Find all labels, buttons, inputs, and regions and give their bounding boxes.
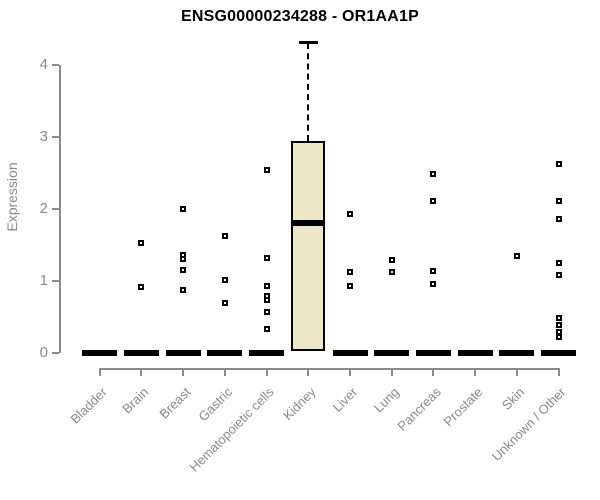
x-axis-category-label: Bladder: [67, 384, 110, 427]
data-point: [263, 167, 270, 174]
y-axis-tick-label: 0: [39, 344, 48, 361]
x-axis-tick: [515, 368, 518, 376]
data-point: [263, 326, 270, 333]
chart-title: ENSG00000234288 - OR1AA1P: [180, 8, 420, 25]
x-axis-tick: [98, 368, 101, 376]
data-point: [263, 283, 270, 290]
y-axis-tick-label: 4: [39, 56, 48, 73]
data-point: [555, 216, 562, 223]
data-point: [180, 256, 187, 263]
y-axis-tick: [52, 208, 59, 210]
y-axis-tick-label: 2: [39, 200, 48, 217]
collapsed-box-bar: [332, 350, 368, 356]
collapsed-box-bar: [82, 350, 118, 356]
data-point: [263, 296, 270, 303]
y-axis-tick-label: 1: [39, 272, 48, 289]
collapsed-box-bar: [457, 350, 493, 356]
median-line: [291, 219, 326, 226]
x-axis-tick: [265, 368, 268, 376]
collapsed-box-bar: [541, 350, 577, 356]
collapsed-box-bar: [123, 350, 159, 356]
y-axis-tick: [52, 64, 59, 66]
x-axis-category-label: Skin: [498, 384, 527, 413]
data-point: [138, 239, 145, 246]
data-point: [430, 170, 437, 177]
collapsed-box-bar: [415, 350, 451, 356]
box-body: [291, 140, 326, 351]
x-axis-tick: [557, 368, 560, 376]
whisker-line: [307, 43, 310, 141]
y-axis-tick: [52, 352, 59, 354]
collapsed-box-bar: [207, 350, 243, 356]
x-axis-tick: [223, 368, 226, 376]
data-point: [555, 161, 562, 168]
x-axis-category-label: Prostate: [440, 384, 486, 430]
data-point: [347, 283, 354, 290]
x-axis-category-label: Liver: [329, 384, 360, 415]
y-axis-tick-label: 3: [39, 128, 48, 145]
data-point: [221, 277, 228, 284]
data-point: [430, 267, 437, 274]
data-point: [180, 286, 187, 293]
collapsed-box-bar: [374, 350, 410, 356]
y-axis-tick: [52, 280, 59, 282]
x-axis-category-label: Breast: [155, 384, 194, 422]
collapsed-box-bar: [499, 350, 535, 356]
data-point: [180, 267, 187, 274]
data-point: [555, 198, 562, 205]
data-point: [555, 272, 562, 279]
data-point: [555, 260, 562, 266]
x-axis-category-label: Pancreas: [393, 384, 444, 434]
x-axis-tick: [349, 368, 352, 376]
data-point: [221, 232, 228, 239]
data-point: [347, 211, 354, 218]
x-axis-line: [98, 368, 560, 370]
whisker-cap: [298, 41, 318, 45]
x-axis-tick: [474, 368, 477, 376]
x-axis-tick: [182, 368, 185, 376]
data-point: [263, 308, 270, 315]
y-axis-line: [59, 65, 61, 353]
data-point: [388, 268, 395, 275]
data-point: [513, 252, 520, 259]
data-point: [180, 206, 187, 212]
x-axis-tick: [140, 368, 143, 376]
data-point: [221, 300, 228, 307]
x-axis-category-label: Brain: [119, 384, 152, 417]
data-point: [347, 268, 354, 275]
data-point: [263, 254, 270, 261]
data-point: [555, 321, 562, 328]
x-axis-category-label: Lung: [370, 384, 402, 416]
x-axis-category-label: Kidney: [279, 384, 319, 424]
collapsed-box-bar: [249, 350, 285, 356]
data-point: [555, 329, 562, 336]
x-axis-tick: [432, 368, 435, 376]
data-point: [430, 280, 437, 287]
data-point: [430, 198, 437, 205]
collapsed-box-bar: [165, 350, 201, 356]
y-axis-tick: [52, 136, 59, 138]
x-axis-category-label: Unknown / Other: [488, 384, 569, 464]
x-axis-category-label: Gastric: [195, 384, 235, 425]
y-axis-label: Expression: [4, 162, 20, 232]
x-axis-tick: [390, 368, 393, 376]
x-axis-tick: [307, 368, 310, 376]
data-point: [138, 283, 145, 290]
data-point: [388, 257, 395, 264]
data-point: [555, 334, 562, 341]
data-point: [555, 314, 562, 321]
